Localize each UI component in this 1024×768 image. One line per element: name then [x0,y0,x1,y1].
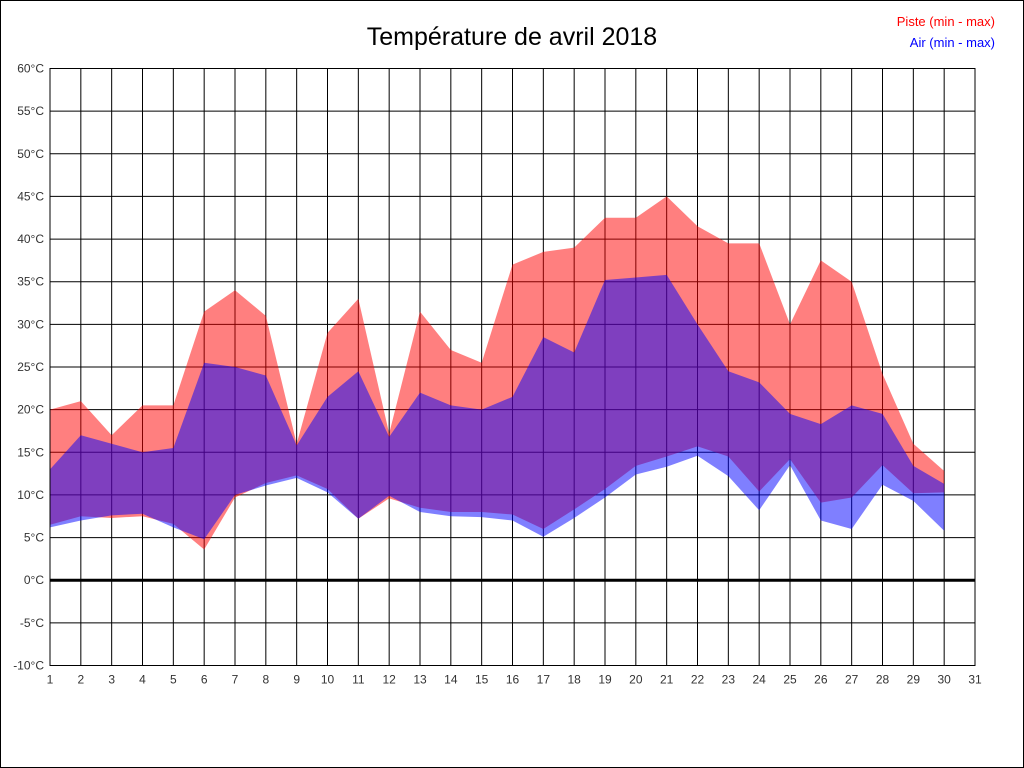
plot-frame [49,68,976,666]
svg-text:17: 17 [537,673,551,687]
svg-text:24: 24 [752,673,766,687]
legend: Piste (min - max) Air (min - max) [897,11,995,53]
svg-text:50°C: 50°C [17,147,44,161]
svg-text:15: 15 [475,673,489,687]
svg-text:2: 2 [77,673,84,687]
svg-text:60°C: 60°C [17,62,44,76]
svg-text:26: 26 [814,673,828,687]
svg-text:30°C: 30°C [17,317,44,331]
svg-text:35°C: 35°C [17,275,44,289]
svg-text:18: 18 [567,673,581,687]
svg-text:20°C: 20°C [17,403,44,417]
svg-text:20: 20 [629,673,643,687]
svg-text:55°C: 55°C [17,104,44,118]
svg-text:45°C: 45°C [17,189,44,203]
svg-text:29: 29 [907,673,921,687]
svg-text:30: 30 [937,673,951,687]
svg-text:7: 7 [232,673,239,687]
svg-text:27: 27 [845,673,859,687]
svg-text:13: 13 [413,673,427,687]
svg-text:-10°C: -10°C [13,659,44,673]
svg-text:10: 10 [321,673,335,687]
svg-text:15°C: 15°C [17,445,44,459]
svg-text:25: 25 [783,673,797,687]
svg-text:12: 12 [382,673,396,687]
x-axis-labels: 1 2 3 4 5 6 7 8 9 10 11 12 13 14 15 16 17 18 19 20 21 22 23 24 2… [47,673,982,687]
svg-text:5°C: 5°C [24,531,44,545]
svg-text:-5°C: -5°C [20,616,44,630]
svg-text:6: 6 [201,673,208,687]
svg-text:19: 19 [598,673,612,687]
svg-text:11: 11 [352,673,365,687]
svg-text:28: 28 [876,673,890,687]
y-axis-labels: -10°C -5°C 0°C 5°C 10°C 15°C 20°C 25°C 30°C 35°C 4… [13,62,44,673]
svg-text:40°C: 40°C [17,232,44,246]
svg-text:31: 31 [968,673,982,687]
svg-text:10°C: 10°C [17,488,44,502]
legend-item-piste: Piste (min - max) [896,14,995,29]
legend-item-air: Air (min - max) [909,35,995,50]
svg-text:21: 21 [660,673,674,687]
svg-text:3: 3 [108,673,115,687]
svg-text:0°C: 0°C [24,573,44,587]
svg-text:9: 9 [293,673,300,687]
svg-text:1: 1 [47,673,54,687]
svg-text:5: 5 [170,673,177,687]
svg-text:16: 16 [506,673,520,687]
air-band [50,274,945,540]
svg-text:23: 23 [722,673,736,687]
svg-text:4: 4 [139,673,146,687]
svg-text:22: 22 [691,673,705,687]
svg-text:14: 14 [444,673,458,687]
chart-title: Température de avril 2018 [366,23,658,51]
svg-text:25°C: 25°C [17,360,44,374]
svg-text:8: 8 [262,673,269,687]
